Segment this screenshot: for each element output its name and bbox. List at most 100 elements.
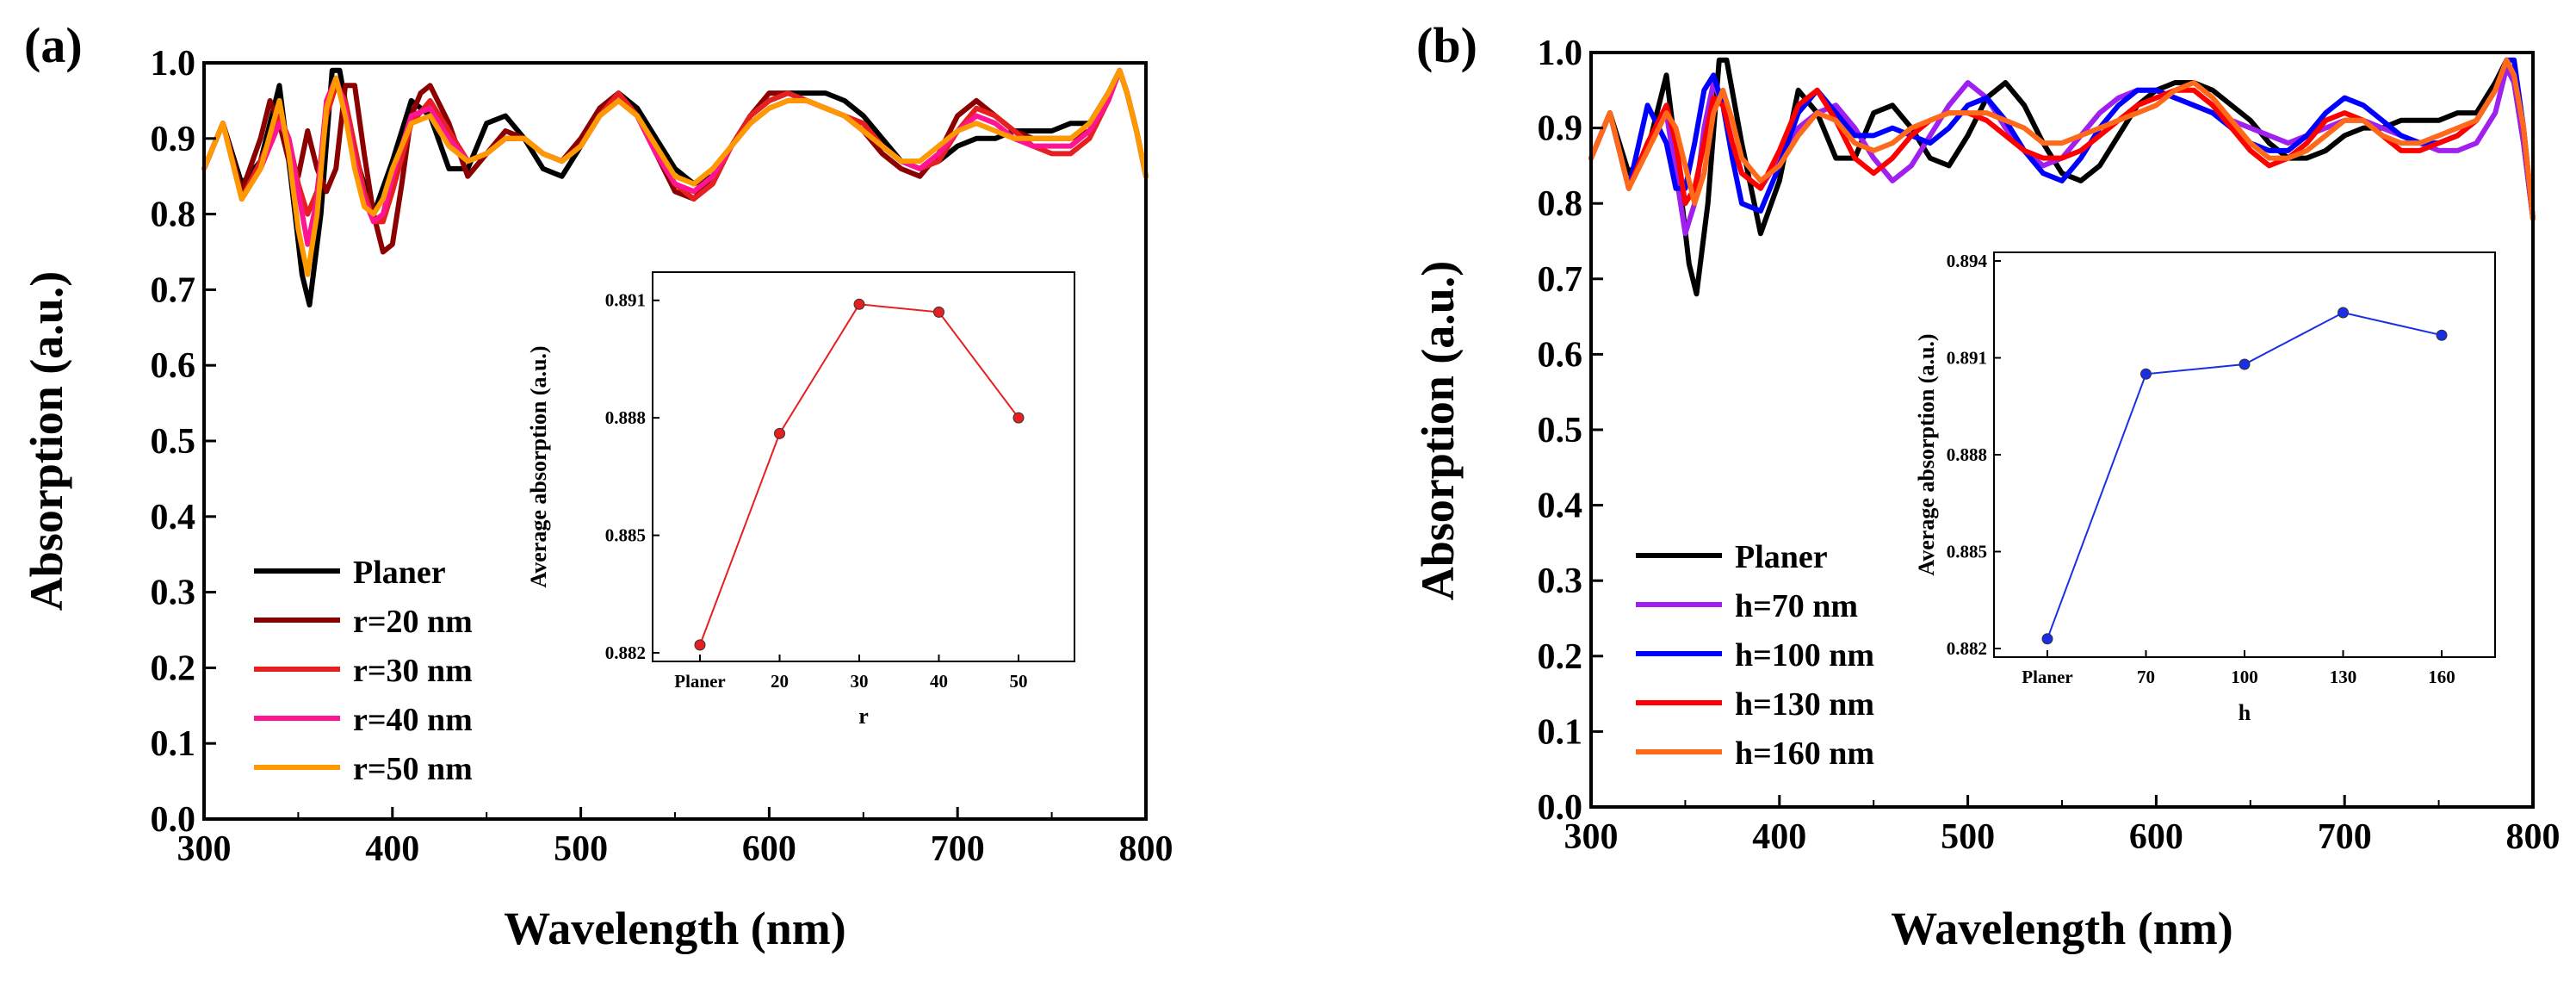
panel-a: (a) 300 400 500 600 700 800 0.00.10.20.30.40.… (21, 17, 1173, 954)
inset-data-point (2338, 307, 2349, 319)
x-tick-label: 500 (1941, 817, 1995, 857)
y-tick-label: 0.4 (151, 498, 196, 537)
legend-label: Planer (353, 555, 446, 591)
panel-a-inset-data (694, 298, 1025, 651)
inset-x-tick-label: Planer (674, 671, 725, 692)
inset-y-tick-label: 0.882 (605, 642, 646, 663)
y-tick-label: 0.9 (1538, 109, 1583, 149)
y-tick-label: 1.0 (1538, 34, 1583, 73)
inset-x-tick-label: 50 (1010, 671, 1028, 692)
inset-y-tick-label: 0.891 (605, 290, 646, 311)
y-tick-label: 0.5 (1538, 411, 1583, 450)
inset-data-point (933, 306, 944, 318)
panel-b: (b) 300 400 500 600 700 800 0.00.10.20.30.40.… (1412, 17, 2561, 954)
x-tick-label: 800 (1119, 829, 1173, 869)
panel-a-inset-x-axis: Planer 20 30 40 50 (674, 655, 1028, 692)
x-tick-label: 500 (554, 829, 608, 869)
panel-a-inset-frame (652, 271, 1075, 662)
inset-data-point (2041, 633, 2053, 645)
y-tick-label: 0.2 (1538, 637, 1583, 677)
panel-b-legend: Planer h=70 nm h=100 nm h=130 nm h=160 n… (1636, 539, 1874, 772)
inset-data-point (853, 298, 865, 310)
x-tick-label: 700 (931, 829, 985, 869)
inset-y-tick-label: 0.894 (1947, 251, 1988, 271)
panel-b-inset-x-axis: Planer 70 100 130 160 (2022, 650, 2455, 687)
series-line (1588, 57, 2536, 221)
inset-x-tick-label: 130 (2330, 667, 2357, 687)
inset-x-tick-label: 40 (930, 671, 948, 692)
panel-a-y-axis-title: Absorption (a.u.) (21, 271, 72, 611)
panel-b-inset-y-axis: 0.882 0.885 0.888 0.891 0.894 (1947, 251, 2001, 659)
y-tick-label: 0.6 (151, 346, 196, 386)
inset-data-point (2239, 358, 2251, 370)
inset-y-tick-label: 0.882 (1947, 638, 1987, 659)
x-tick-label: 800 (2506, 817, 2561, 857)
inset-data-point (694, 639, 706, 651)
y-tick-label: 0.3 (1538, 562, 1583, 601)
legend-label: h=70 nm (1735, 588, 1858, 624)
legend-label: h=130 nm (1735, 686, 1874, 723)
x-tick-label: 300 (1564, 817, 1619, 857)
inset-x-tick-label: 160 (2428, 667, 2455, 687)
y-tick-label: 0.6 (1538, 335, 1583, 375)
panel-a-curves (201, 67, 1149, 307)
series-line (1588, 57, 2536, 221)
legend-label: h=100 nm (1735, 637, 1874, 673)
panel-a-legend: Planer r=20 nm r=30 nm r=40 nm r=50 nm (254, 555, 473, 787)
panel-b-inset-y-title: Average absorption (a.u.) (1914, 333, 1939, 575)
panel-b-y-axis: 0.0 0.1 0.2 0.3 0.4 0.5 0.6 0.7 0.8 0.9 1.0 (1538, 34, 1603, 828)
y-tick-label: 0.9 (151, 120, 196, 159)
panel-b-x-axis-title: Wavelength (nm) (1891, 903, 2233, 954)
series-line (201, 67, 1149, 277)
y-tick-label: 0.1 (151, 724, 196, 764)
panel-a-label: (a) (24, 17, 83, 73)
inset-y-tick-label: 0.888 (605, 407, 646, 428)
inset-y-tick-label: 0.888 (1947, 444, 1987, 465)
panel-a-inset-y-title: Average absorption (a.u.) (526, 345, 551, 587)
inset-x-tick-label: 20 (771, 671, 789, 692)
inset-y-tick-label: 0.885 (605, 525, 646, 546)
legend-label: r=50 nm (353, 751, 473, 787)
x-tick-label: 400 (365, 829, 419, 869)
panel-b-curves (1588, 57, 2536, 297)
legend-label: r=40 nm (353, 702, 473, 738)
panel-a-y-axis: 0.0 0.1 0.2 0.3 0.4 0.5 0.6 0.7 0.8 0.9 1.0 (151, 44, 216, 840)
panel-a-inset-y-axis: 0.882 0.885 0.888 0.891 (605, 290, 659, 663)
y-tick-label: 0.8 (1538, 184, 1583, 224)
panel-b-inset-data (2041, 307, 2448, 645)
panel-a-x-axis-title: Wavelength (nm) (504, 903, 846, 954)
panel-a-inset-x-title: r (858, 704, 869, 729)
legend-label: Planer (1735, 539, 1828, 575)
inset-data-point (774, 427, 785, 439)
legend-label: r=20 nm (353, 604, 473, 640)
panel-b-x-axis: 300 400 500 600 700 800 (1564, 795, 2561, 857)
inset-y-tick-label: 0.885 (1947, 542, 1987, 562)
y-tick-label: 0.0 (151, 800, 196, 840)
inset-x-tick-label: 100 (2231, 667, 2258, 687)
y-tick-label: 0.7 (151, 270, 196, 310)
panel-a-x-axis: 300 400 500 600 700 800 (177, 807, 1173, 869)
y-tick-label: 0.8 (151, 195, 196, 235)
y-tick-label: 0.2 (151, 649, 196, 688)
x-tick-label: 400 (1752, 817, 1806, 857)
panel-b-y-axis-title: Absorption (a.u.) (1412, 261, 1464, 601)
panel-a-inset: 0.882 0.885 0.888 0.891 Planer 20 30 40 50 r Av… (526, 271, 1075, 729)
panel-b-inset-x-title: h (2239, 700, 2251, 725)
y-tick-label: 0.7 (1538, 260, 1583, 300)
y-tick-label: 0.1 (1538, 712, 1583, 752)
inset-data-point (2140, 368, 2152, 380)
inset-x-tick-label: Planer (2022, 667, 2072, 687)
y-tick-label: 0.4 (1538, 487, 1583, 526)
x-tick-label: 600 (2129, 817, 2183, 857)
inset-x-tick-label: 70 (2137, 667, 2155, 687)
inset-x-tick-label: 30 (851, 671, 869, 692)
legend-label: r=30 nm (353, 653, 473, 689)
inset-data-point (2436, 329, 2448, 341)
panel-b-label: (b) (1416, 17, 1477, 73)
inset-y-tick-label: 0.891 (1947, 348, 1987, 369)
series-line (201, 67, 1149, 307)
panel-b-inset: 0.882 0.885 0.888 0.891 0.894 Planer 70 100 130… (1914, 251, 2496, 725)
legend-label: h=160 nm (1735, 735, 1874, 772)
